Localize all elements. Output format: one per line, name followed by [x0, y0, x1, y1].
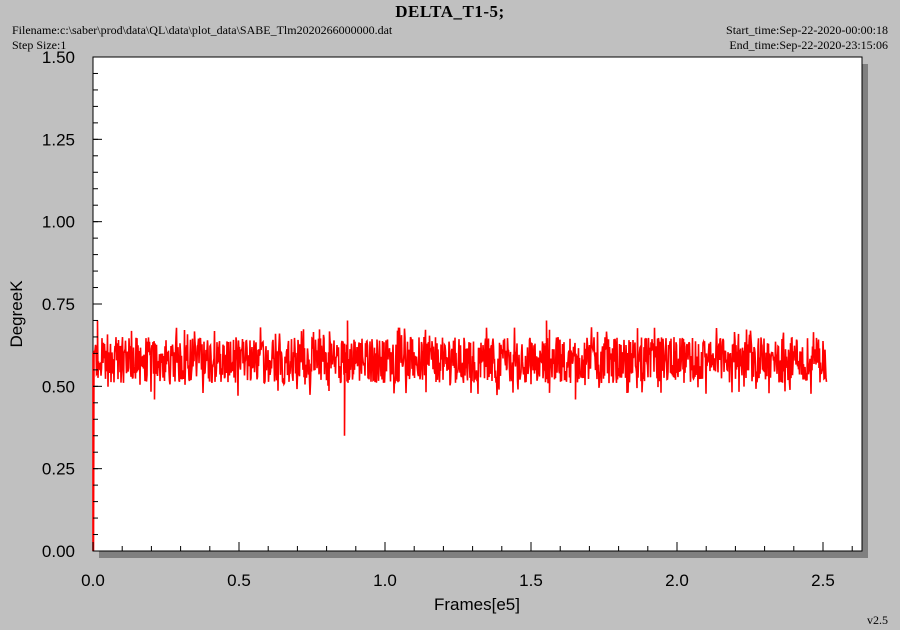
x-tick-label: 0.0: [81, 571, 105, 590]
axes: 0.00 0.25 0.50 0.75 1.00 1.25 1.50 0.0 0.5 1.0 1.5…: [42, 48, 853, 590]
x-axis-label: Frames[e5]: [434, 595, 520, 614]
end-time-label: End_time:Sep-22-2020-23:15:06: [729, 38, 888, 52]
y-tick-label: 0.50: [42, 377, 75, 396]
y-tick-label: 0.00: [42, 542, 75, 561]
step-size-label: Step Size:1: [12, 38, 67, 52]
x-tick-label: 1.5: [519, 571, 543, 590]
y-tick-label: 1.00: [42, 213, 75, 232]
version-label: v2.5: [867, 613, 888, 627]
chart-title: DELTA_T1-5;: [395, 2, 505, 21]
series-line: [92, 320, 828, 552]
plot-area: [92, 56, 863, 552]
x-tick-label: 2.5: [811, 571, 835, 590]
start-time-label: Start_time:Sep-22-2020-00:00:18: [726, 23, 888, 37]
y-tick-label: 1.50: [42, 48, 75, 67]
y-tick-label: 0.25: [42, 460, 75, 479]
y-tick-label: 0.75: [42, 295, 75, 314]
x-tick-label: 0.5: [227, 571, 251, 590]
filename-label: Filename:c:\saber\prod\data\QL\data\plot…: [12, 23, 393, 37]
series-path: [92, 320, 828, 552]
y-tick-label: 1.25: [42, 130, 75, 149]
x-tick-label: 1.0: [373, 571, 397, 590]
y-axis-label: DegreeK: [7, 280, 26, 348]
x-tick-label: 2.0: [665, 571, 689, 590]
